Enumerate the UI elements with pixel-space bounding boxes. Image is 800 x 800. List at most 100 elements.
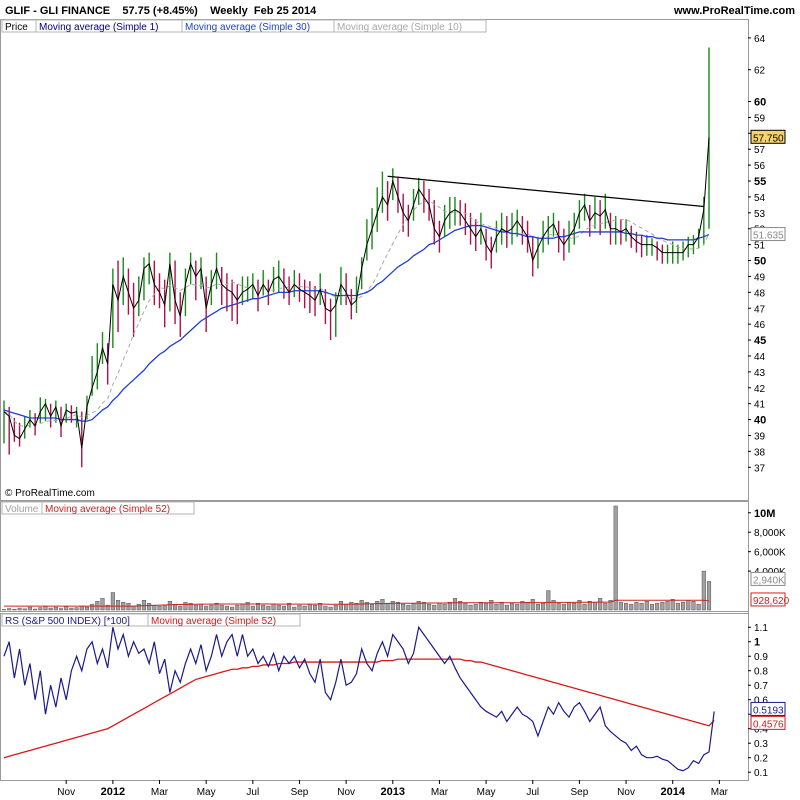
volume-bar	[354, 602, 359, 611]
volume-bar	[64, 606, 69, 611]
price-tick-label: 55	[754, 176, 766, 188]
volume-bar	[74, 607, 79, 611]
volume-bars	[1, 505, 712, 611]
volume-bar	[587, 601, 592, 611]
volume-bar	[696, 603, 701, 611]
legend-item-label: Moving average (Simple 30)	[185, 22, 310, 33]
time-tick-label: 2013	[381, 786, 405, 798]
volume-bar	[147, 602, 152, 611]
volume-bar	[110, 592, 115, 611]
volume-bar	[209, 604, 214, 611]
rs-value-label: 0.5193	[753, 705, 784, 716]
volume-bar	[644, 601, 649, 611]
last-price-label-box	[750, 129, 786, 144]
volume-bar	[525, 601, 530, 611]
volume-bar	[468, 604, 473, 611]
volume-bar	[328, 606, 333, 611]
volume-ma-value-label: 928,620	[753, 596, 790, 607]
volume-bar	[463, 602, 468, 611]
volume-bar	[395, 601, 401, 611]
volume-bar	[655, 602, 660, 611]
rs-tick-label: 0.8	[754, 667, 768, 678]
volume-bar	[230, 606, 235, 611]
volume-bar	[53, 606, 58, 611]
volume-bar	[167, 601, 172, 611]
volume-bar	[255, 602, 261, 611]
volume-bar	[178, 605, 183, 611]
volume-bar	[245, 601, 250, 611]
volume-bar	[48, 607, 53, 611]
volume-bar	[136, 603, 141, 611]
rs-ma-value-label: 0.4576	[753, 719, 784, 730]
price-tick-label: 59	[754, 113, 766, 124]
price-legend: Price Moving average (Simple 1) Moving ave…	[1, 19, 487, 33]
volume-bar	[141, 600, 147, 611]
volume-bar	[43, 605, 48, 611]
volume-legend: Volume Moving average (Simple 52)	[1, 501, 195, 515]
volume-bar	[686, 600, 691, 611]
volume-value-labels: 2,940K 928,620	[750, 571, 790, 607]
legend-item-label: Moving average (Simple 52)	[151, 616, 276, 627]
volume-bar	[520, 601, 525, 611]
volume-tick-label: 8,000K	[754, 528, 786, 539]
time-tick-label: Mar	[711, 787, 729, 798]
rs-value-label-box	[750, 701, 786, 716]
volume-bar	[504, 604, 509, 611]
volume-bar	[219, 604, 224, 611]
volume-bar	[541, 602, 546, 611]
rs-value-labels: 0.5193 0.4576	[750, 701, 786, 730]
volume-bar	[603, 602, 608, 611]
volume-bar	[452, 598, 458, 611]
volume-bar	[359, 600, 364, 611]
rs-tick-label: 0.6	[754, 696, 768, 707]
volume-bar	[598, 598, 603, 611]
volume-bar	[675, 602, 680, 611]
volume-bar	[577, 600, 582, 611]
volume-tick-label: 10M	[754, 508, 775, 520]
time-tick-label: 2014	[660, 786, 685, 798]
volume-bar	[58, 608, 64, 611]
chart-header-right: www.ProRealTime.com	[673, 5, 795, 17]
volume-bar	[193, 604, 198, 611]
volume-bar	[401, 603, 406, 611]
volume-bar	[473, 603, 478, 611]
volume-bar	[333, 604, 338, 611]
ma30-value-label-box	[750, 227, 786, 242]
volume-bar	[649, 603, 655, 611]
volume-bar	[618, 601, 623, 611]
volume-bar	[535, 603, 540, 611]
volume-bar	[318, 602, 323, 611]
volume-bar	[1, 609, 7, 611]
volume-bar	[69, 607, 74, 611]
time-tick-label: May	[197, 787, 216, 798]
legend-item-label: Price	[5, 22, 28, 33]
price-value-labels: 57.750 51.635	[750, 129, 786, 242]
volume-bar	[432, 604, 437, 611]
volume-bar	[691, 601, 696, 611]
price-tick-label: 44	[754, 352, 766, 363]
rs-tick-label: 0.2	[754, 754, 768, 765]
volume-bar	[416, 601, 421, 611]
time-tick-label: Jul	[246, 787, 259, 798]
volume-bar	[162, 604, 167, 611]
volume-bar	[385, 602, 390, 611]
time-tick-label: Mar	[151, 787, 169, 798]
rs-tick-label: 0.9	[754, 652, 768, 663]
volume-bar	[706, 581, 712, 611]
volume-bar	[297, 604, 302, 611]
rs-tick-label: 0.1	[754, 768, 768, 779]
legend-item-label: Moving average (Simple 1)	[39, 22, 159, 33]
volume-bar	[566, 601, 572, 611]
volume-bar	[338, 601, 343, 611]
volume-bar	[17, 607, 22, 611]
copyright-label: © ProRealTime.com	[5, 488, 95, 499]
volume-bar	[266, 605, 271, 611]
volume-bar	[411, 602, 416, 611]
rs-ma-value-label-box	[750, 715, 786, 730]
volume-bar	[115, 600, 121, 611]
volume-bar	[478, 601, 483, 611]
volume-bar	[494, 603, 499, 611]
volume-bar	[380, 599, 385, 611]
time-tick-label: 2012	[101, 786, 125, 798]
